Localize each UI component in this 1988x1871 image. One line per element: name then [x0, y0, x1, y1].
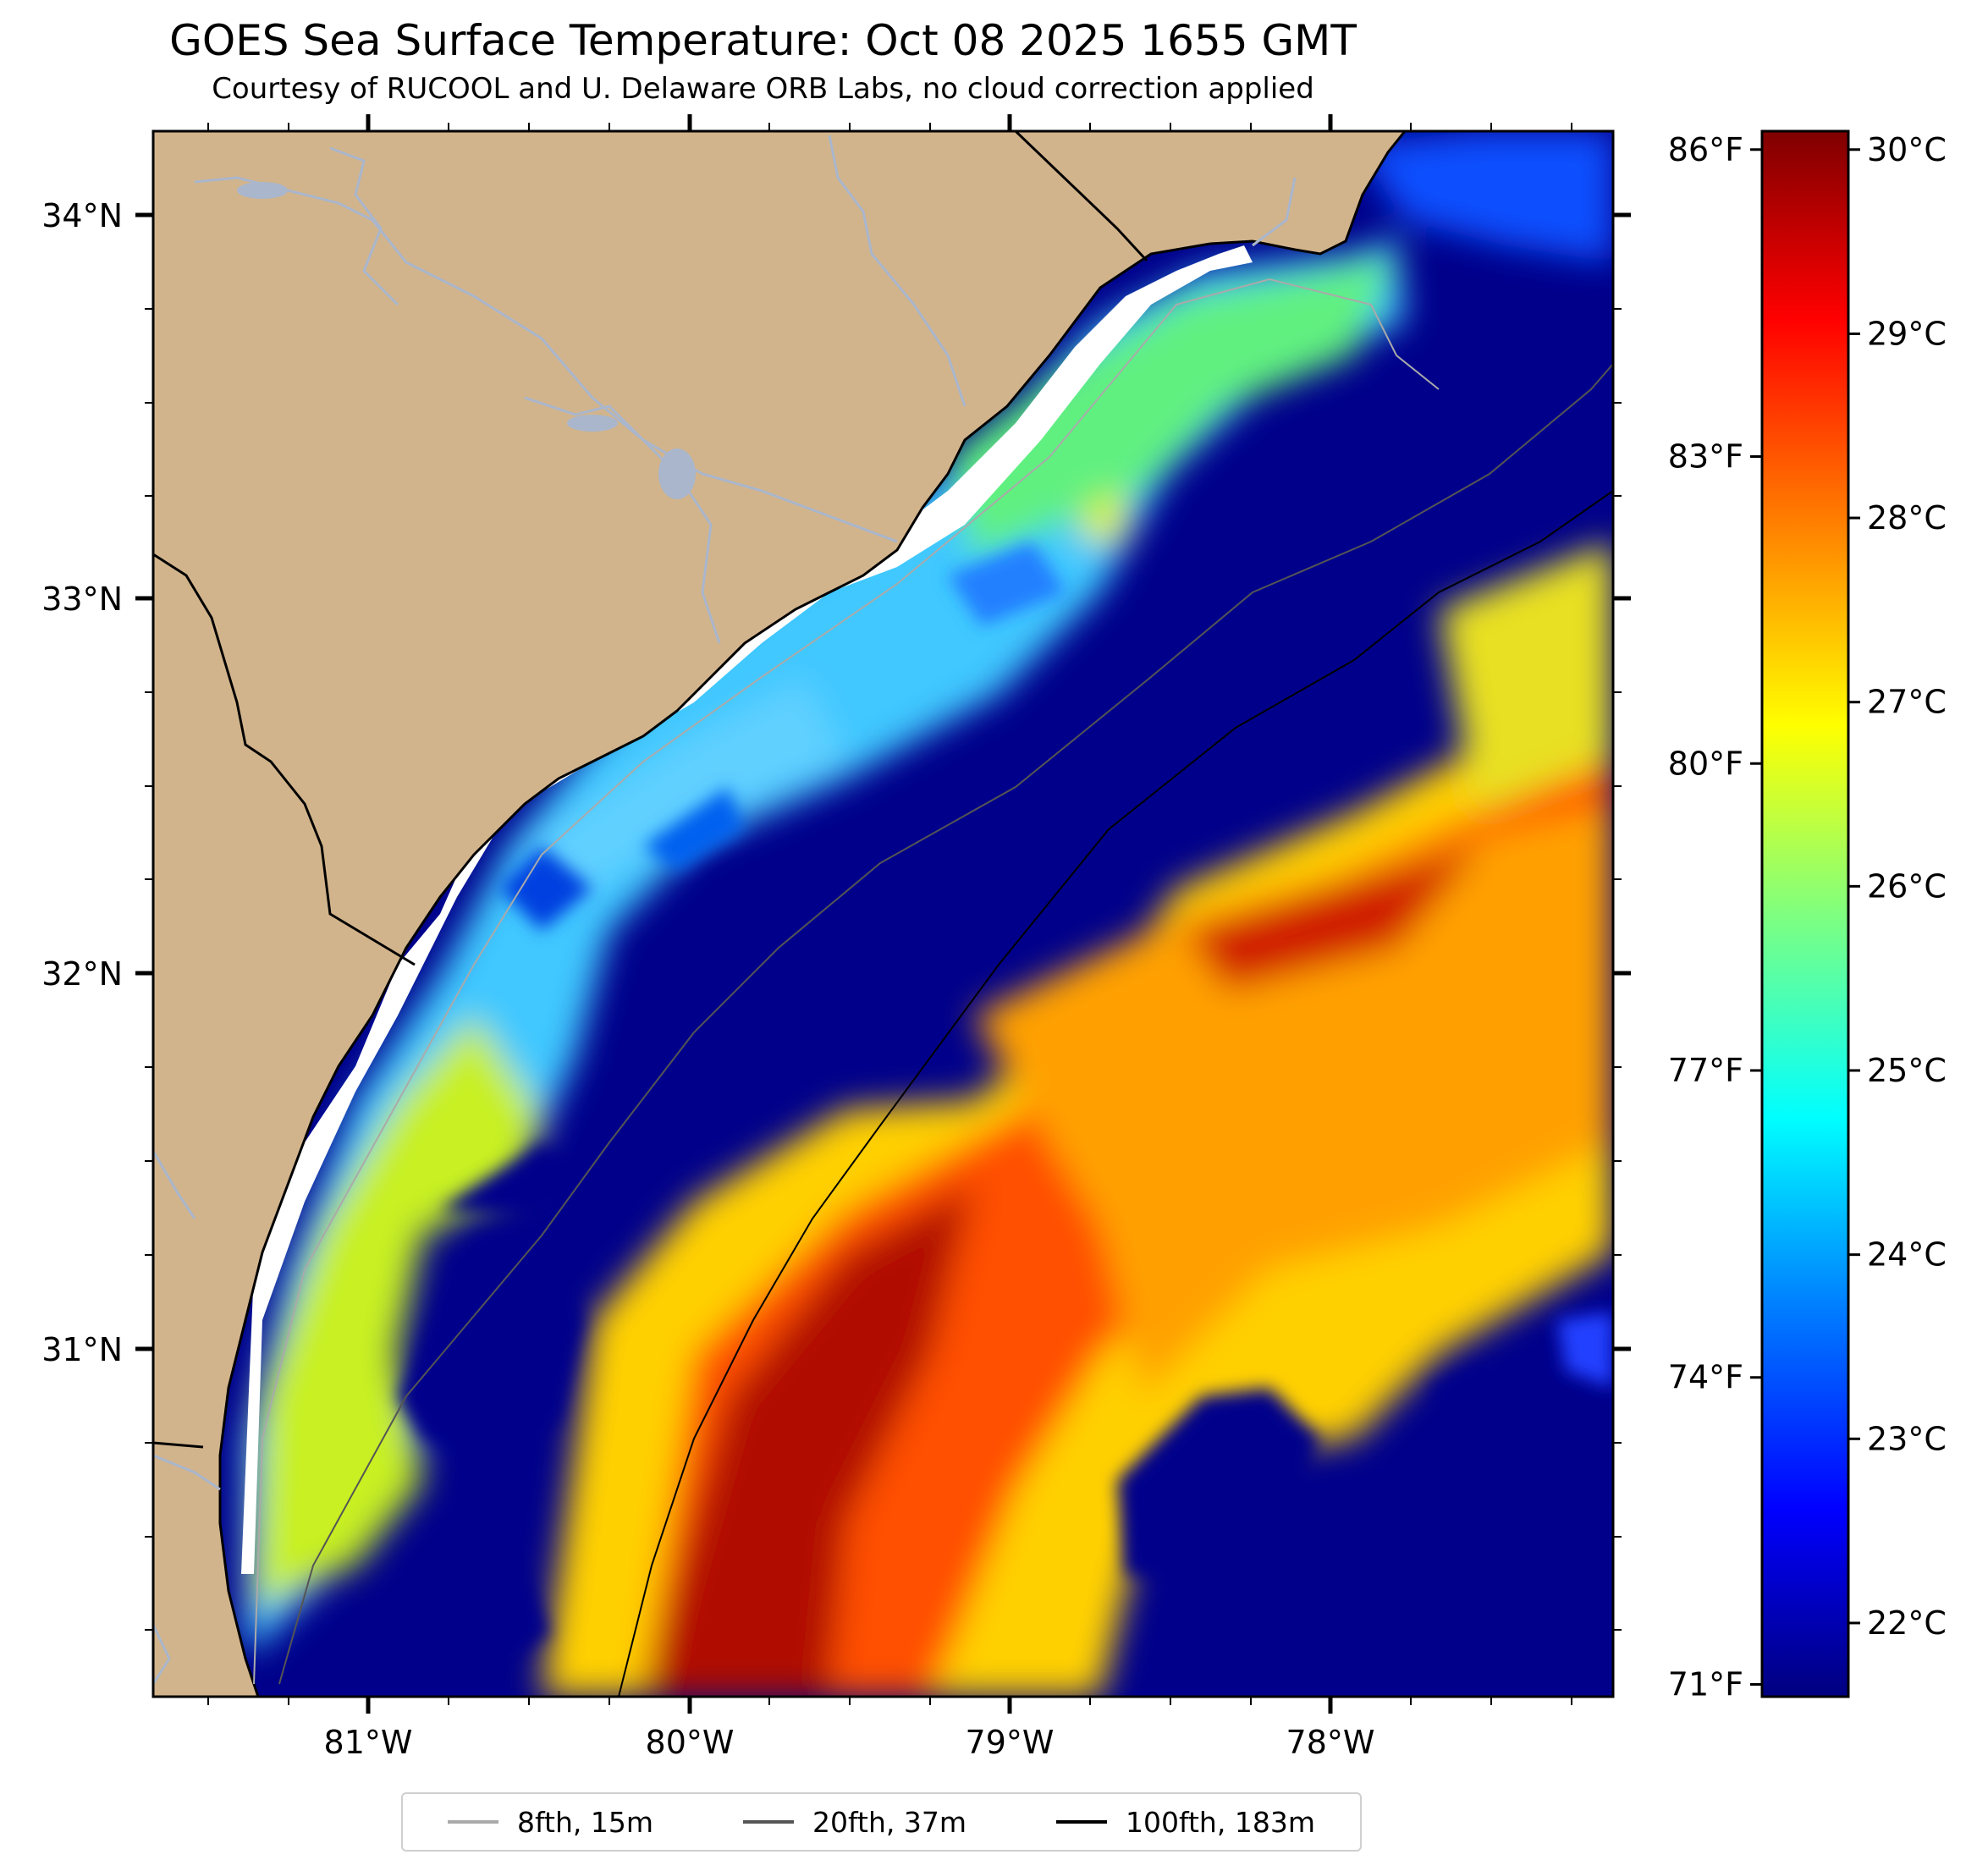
colorbar-f-tick-label: 74°F [1668, 1359, 1743, 1396]
colorbar-f-tick-label: 80°F [1668, 745, 1743, 782]
colorbar-c-tick-label: 25°C [1867, 1052, 1947, 1089]
lat-tick-label: 31°N [41, 1331, 123, 1368]
shelf-water [245, 131, 1613, 1650]
map-field [153, 131, 1613, 1697]
chart-subtitle: Courtesy of RUCOOL and U. Delaware ORB L… [212, 72, 1314, 106]
colorbar-f-tick-label: 71°F [1668, 1665, 1743, 1703]
lon-tick-label: 80°W [646, 1724, 735, 1761]
colorbar-f-tick-label: 86°F [1668, 131, 1743, 168]
land-area [153, 131, 1407, 1697]
legend-label: 20fth, 37m [812, 1805, 966, 1839]
map-frame [151, 129, 1615, 1698]
chart-title: GOES Sea Surface Temperature: Oct 08 202… [169, 16, 1357, 65]
colorbar [1760, 129, 1850, 1698]
cold-eddies [482, 1312, 1613, 1659]
lat-tick-labels: 34°N 33°N 32°N 31°N [41, 197, 123, 1368]
gulf-stream-warm-water [542, 542, 1613, 1697]
colorbar-ticks: 30°C 29°C 28°C 27°C 26°C 25°C 24°C 23°C 22°C 86°F… [1668, 131, 1947, 1703]
colorbar-c-tick-label: 24°C [1867, 1236, 1947, 1274]
isobath-legend: 8fth, 15m 20fth, 37m 100fth, 183m [401, 1792, 1362, 1852]
isobaths [253, 278, 1613, 1697]
colorbar-c-tick-label: 26°C [1867, 867, 1947, 905]
lon-tick-labels: 81°W 80°W 79°W 78°W [324, 1724, 1375, 1761]
isobath-8fth [253, 278, 1440, 1685]
legend-line-100fth [1055, 1820, 1107, 1824]
lon-tick-label: 81°W [324, 1724, 413, 1761]
legend-label: 8fth, 15m [516, 1805, 653, 1839]
colorbar-c-tick-label: 29°C [1867, 315, 1947, 352]
colorbar-c-tick-label: 22°C [1867, 1604, 1947, 1642]
state-boundaries [153, 131, 1148, 1449]
legend-line-8fth [447, 1820, 498, 1824]
map-minor-ticks [145, 123, 1622, 1705]
map-ticks [135, 114, 1631, 1714]
legend-item-20fth: 20fth, 37m [742, 1805, 966, 1839]
colorbar-f-tick-label: 77°F [1668, 1052, 1743, 1089]
colorbar-c-tick-label: 23°C [1867, 1420, 1947, 1457]
lon-tick-label: 78°W [1286, 1724, 1375, 1761]
lat-tick-label: 33°N [41, 581, 123, 618]
isobath-20fth [278, 363, 1613, 1685]
colorbar-f-tick-label: 83°F [1668, 438, 1743, 476]
lat-tick-label: 34°N [41, 197, 123, 234]
legend-label: 100fth, 183m [1125, 1805, 1315, 1839]
lon-tick-label: 79°W [966, 1724, 1055, 1761]
isobath-100fth [618, 490, 1613, 1697]
legend-item-100fth: 100fth, 183m [1055, 1805, 1315, 1839]
colorbar-c-tick-label: 30°C [1867, 131, 1947, 168]
colorbar-c-tick-label: 27°C [1867, 684, 1947, 721]
legend-item-8fth: 8fth, 15m [447, 1805, 653, 1839]
shelf-cold-patches [398, 542, 1066, 1456]
rivers [153, 135, 1297, 1685]
colorbar-c-tick-label: 28°C [1867, 499, 1947, 537]
lat-tick-label: 32°N [41, 955, 123, 993]
legend-line-20fth [742, 1820, 794, 1824]
